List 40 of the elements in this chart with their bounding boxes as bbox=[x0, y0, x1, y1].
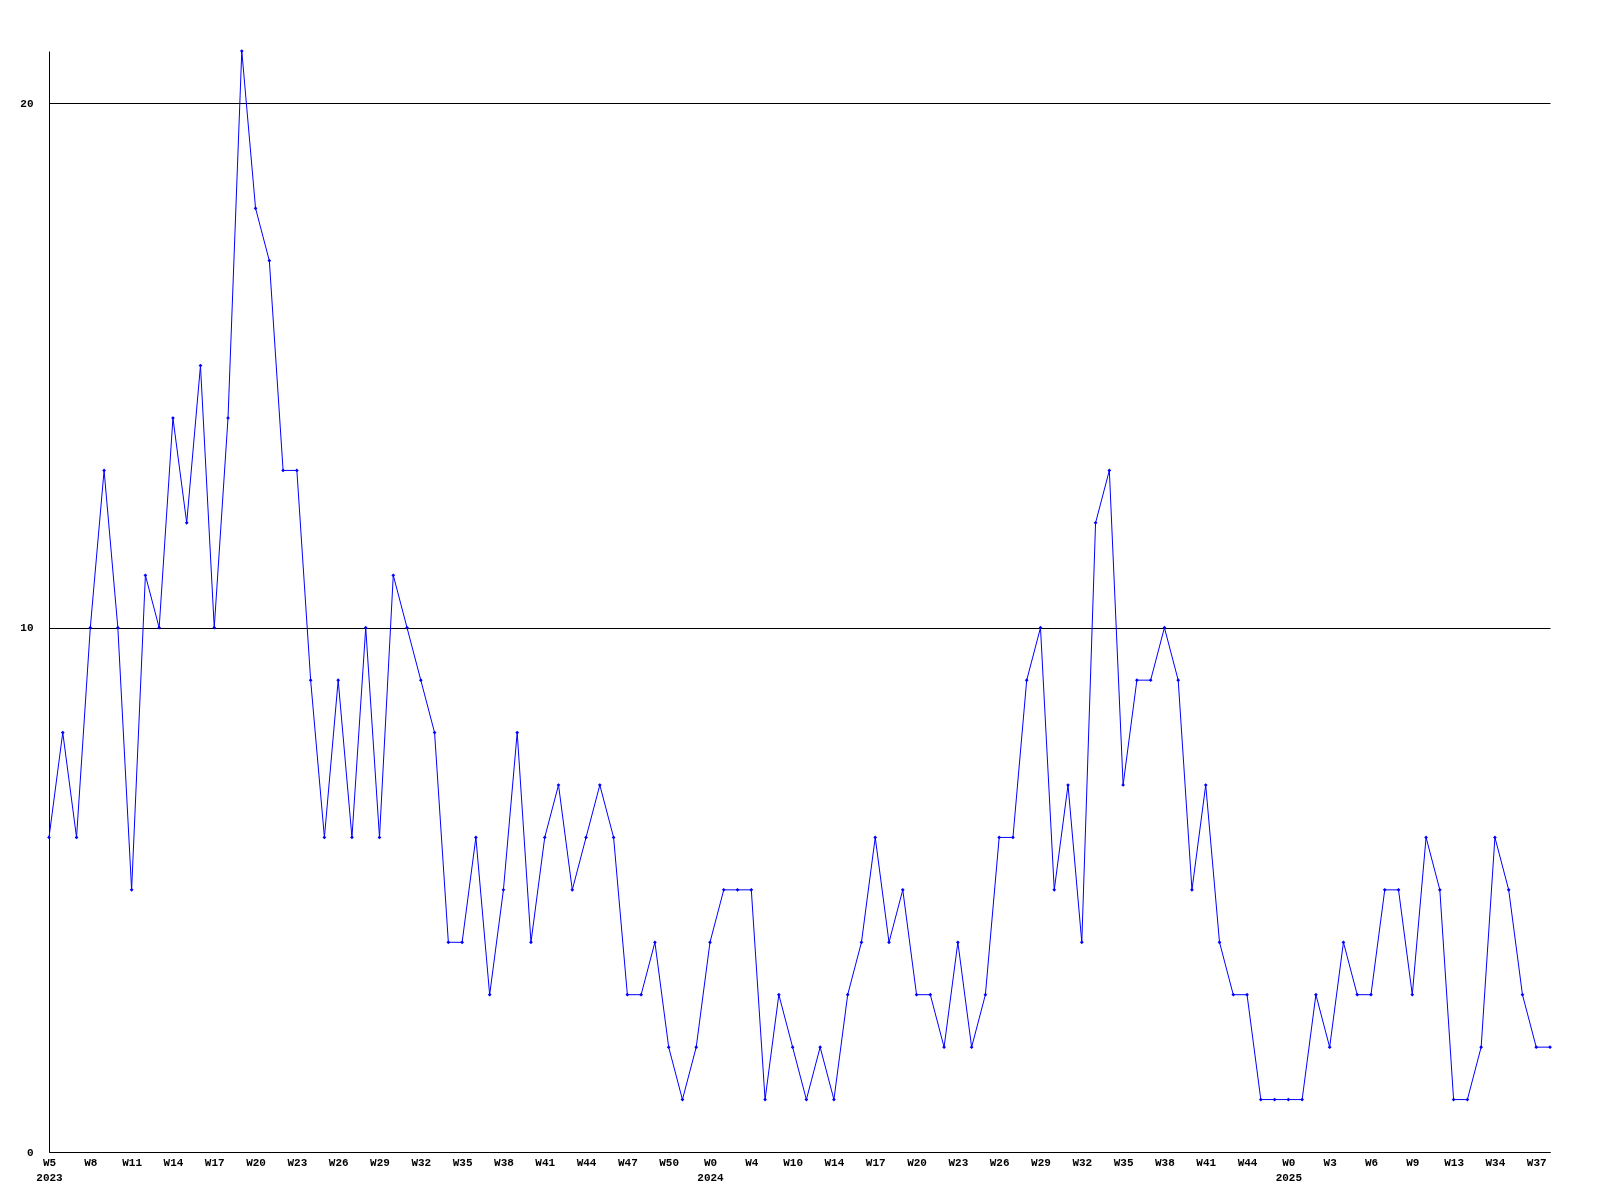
x-tick-label: W17 bbox=[204, 1156, 225, 1169]
x-tick-label: W32 bbox=[411, 1156, 432, 1169]
x-tick-label: W34 bbox=[1485, 1156, 1506, 1169]
x-tick-label: W8 bbox=[84, 1156, 98, 1169]
x-tick-label: W41 bbox=[1196, 1156, 1217, 1169]
x-tick-label: W14 bbox=[163, 1156, 184, 1169]
x-tick-label: W23 bbox=[948, 1156, 969, 1169]
y-tick-label: 0 bbox=[26, 1146, 34, 1159]
x-tick-label: W44 bbox=[1237, 1156, 1258, 1169]
x-tick-label: W50 bbox=[659, 1156, 680, 1169]
x-tick-label: W6 bbox=[1364, 1156, 1379, 1169]
x-tick-label: W20 bbox=[907, 1156, 927, 1169]
x-tick-label: W32 bbox=[1072, 1156, 1093, 1169]
x-tick-label: W10 bbox=[783, 1156, 804, 1169]
x-tick-label: W29 bbox=[1031, 1156, 1051, 1169]
x-tick-label: W20 bbox=[246, 1156, 266, 1169]
x-tick-label: W26 bbox=[328, 1156, 349, 1169]
x-tick-label: W9 bbox=[1406, 1156, 1420, 1169]
x-tick-label: W13 bbox=[1444, 1156, 1465, 1169]
x-tick-label: W0 2025 bbox=[1275, 1156, 1303, 1184]
x-tick-label: W29 bbox=[370, 1156, 390, 1169]
x-tick-label: W37 bbox=[1526, 1156, 1547, 1169]
x-tick-label: W3 bbox=[1323, 1156, 1338, 1169]
x-tick-label: W44 bbox=[576, 1156, 597, 1169]
x-tick-label: W23 bbox=[287, 1156, 308, 1169]
x-tick-label: W14 bbox=[824, 1156, 845, 1169]
x-tick-label: W5 2023 bbox=[36, 1156, 64, 1184]
x-tick-label: W11 bbox=[122, 1156, 143, 1169]
x-tick-label: W38 bbox=[1155, 1156, 1176, 1169]
x-tick-label: W35 bbox=[1113, 1156, 1134, 1169]
x-tick-label: W0 2024 bbox=[697, 1156, 725, 1184]
y-tick-label: 20 bbox=[20, 97, 34, 110]
x-tick-label: W26 bbox=[989, 1156, 1010, 1169]
x-tick-label: W35 bbox=[452, 1156, 473, 1169]
y-tick-label: 10 bbox=[20, 622, 34, 635]
x-tick-label: W4 bbox=[745, 1156, 759, 1169]
x-tick-label: W38 bbox=[494, 1156, 515, 1169]
x-tick-label: W47 bbox=[617, 1156, 638, 1169]
x-tick-label: W17 bbox=[865, 1156, 886, 1169]
x-tick-label: W41 bbox=[535, 1156, 556, 1169]
